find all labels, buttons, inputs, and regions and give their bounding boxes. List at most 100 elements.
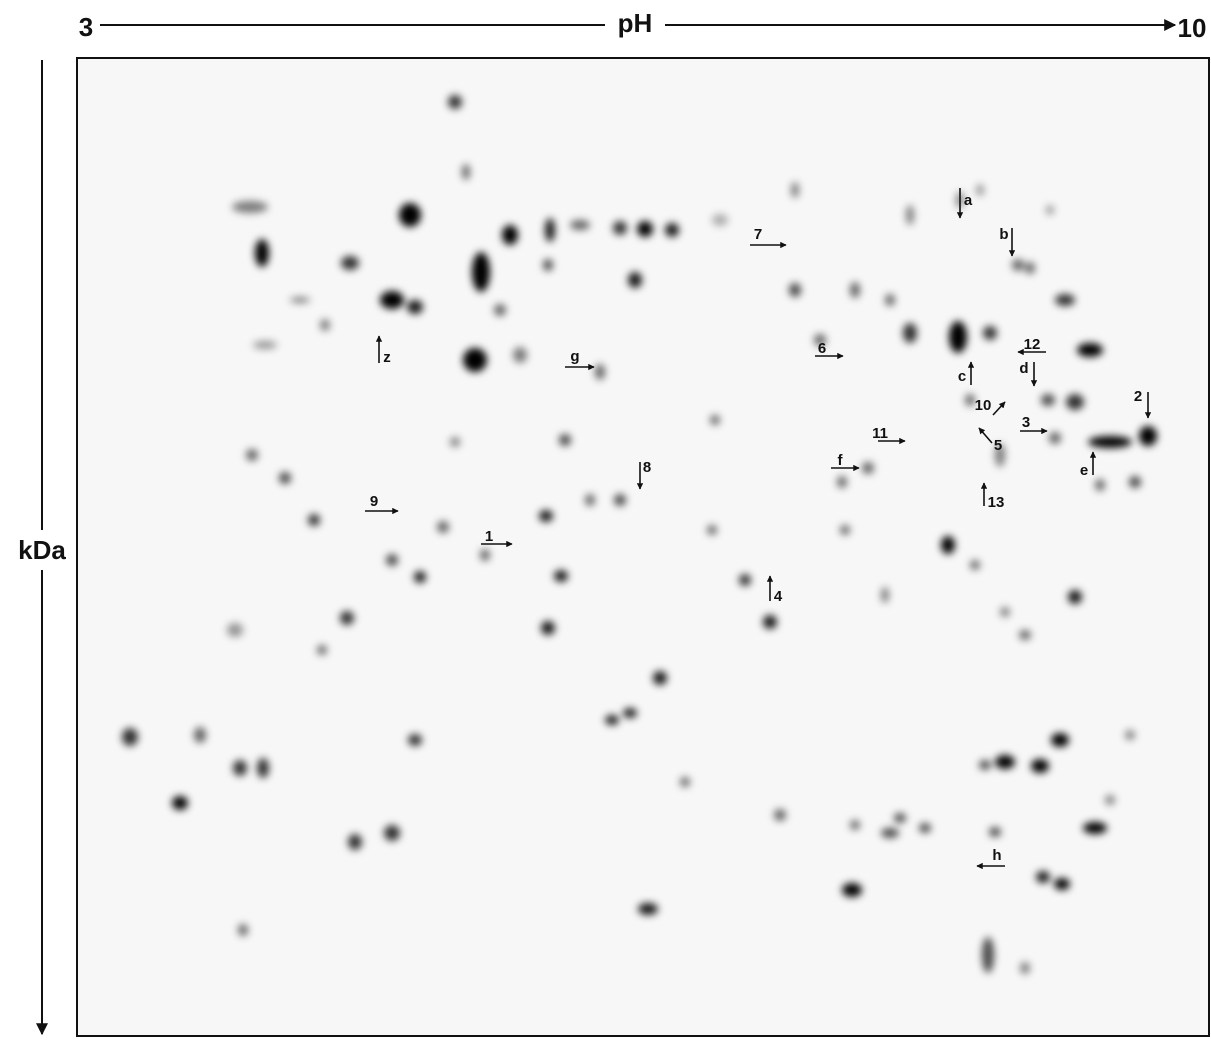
spot — [543, 259, 553, 271]
spot — [554, 570, 568, 582]
spot — [257, 758, 269, 778]
annotation-label: 12 — [1024, 336, 1041, 353]
spot — [989, 827, 1001, 837]
annotation-label: 3 — [1022, 414, 1030, 431]
spot — [1036, 871, 1050, 883]
spot — [881, 587, 889, 603]
spot — [399, 203, 421, 227]
spot — [1139, 426, 1157, 446]
spot — [1054, 878, 1070, 890]
mass-label: kDa — [18, 535, 66, 565]
annotation-label: c — [958, 368, 966, 385]
spot — [408, 734, 422, 746]
gel-figure: 3 pH 10 kDa ab712dc6gz2103511ef813914h — [0, 0, 1211, 1039]
spot — [172, 796, 188, 810]
spot — [840, 525, 850, 535]
spot — [585, 494, 595, 506]
spot — [665, 223, 679, 237]
spot — [539, 510, 553, 522]
spot — [982, 937, 994, 973]
spot — [386, 554, 398, 566]
spot — [970, 560, 980, 570]
spot — [380, 291, 404, 309]
spot — [462, 164, 470, 180]
spot — [227, 623, 243, 637]
spot — [1095, 479, 1105, 491]
annotation-label: d — [1019, 360, 1028, 377]
annotation-label: 13 — [988, 494, 1005, 511]
spot — [463, 348, 487, 372]
spot — [919, 823, 931, 833]
ph-label: pH — [618, 8, 653, 38]
spot — [570, 220, 590, 230]
spot — [513, 347, 527, 363]
spot — [1049, 432, 1061, 444]
spot — [255, 239, 269, 267]
spot — [995, 755, 1015, 769]
spot — [1000, 607, 1010, 617]
spot — [623, 708, 637, 718]
spot — [348, 834, 362, 850]
spot — [862, 462, 874, 474]
spot — [791, 182, 799, 198]
spot — [894, 813, 906, 823]
spot — [448, 95, 462, 109]
ph-end: 10 — [1178, 13, 1207, 43]
spot — [941, 536, 955, 554]
spot — [1041, 394, 1055, 406]
spot — [253, 341, 277, 349]
spot — [308, 514, 320, 526]
spot — [707, 525, 717, 535]
annotation-label: e — [1080, 462, 1088, 479]
annotation-label: 10 — [975, 397, 992, 414]
spot — [559, 434, 571, 446]
spot — [317, 645, 327, 655]
spot — [638, 903, 658, 915]
annotation-label: 1 — [485, 528, 493, 545]
spot — [246, 449, 258, 461]
ph-start: 3 — [79, 12, 93, 42]
annotation-label: 4 — [774, 588, 783, 605]
spot — [1129, 476, 1141, 488]
spot — [450, 437, 460, 447]
spot — [1019, 630, 1031, 640]
spot — [1012, 259, 1024, 271]
spot — [949, 321, 967, 353]
spot — [1083, 822, 1107, 834]
spot — [850, 820, 860, 830]
spot — [710, 415, 720, 425]
spot — [1025, 262, 1035, 274]
spot — [194, 727, 206, 743]
spot — [837, 476, 847, 488]
spot — [341, 256, 359, 270]
annotation-label: 6 — [818, 340, 826, 357]
spot — [614, 494, 626, 506]
spot — [545, 218, 555, 242]
annotation-label: 5 — [994, 437, 1002, 454]
spot — [1068, 590, 1082, 604]
spot — [881, 828, 899, 838]
spot — [965, 394, 975, 406]
spot — [232, 201, 268, 213]
spot — [906, 205, 914, 225]
spot — [1051, 733, 1069, 747]
spot — [233, 760, 247, 776]
spot — [903, 323, 917, 343]
spot — [122, 728, 138, 746]
spot — [290, 297, 310, 303]
spot — [340, 611, 354, 625]
spot — [384, 825, 400, 841]
spot — [1066, 394, 1084, 410]
spot — [480, 549, 490, 561]
spot — [1125, 730, 1135, 740]
annotation-label: 8 — [643, 459, 651, 476]
spot — [842, 883, 862, 897]
annotation-label: g — [570, 348, 579, 365]
annotation-label: a — [964, 192, 973, 209]
spot — [1055, 294, 1075, 306]
spot — [850, 282, 860, 298]
spot — [1088, 436, 1132, 448]
spot — [680, 777, 690, 787]
spot — [1020, 962, 1030, 974]
annotation-label: b — [999, 226, 1008, 243]
